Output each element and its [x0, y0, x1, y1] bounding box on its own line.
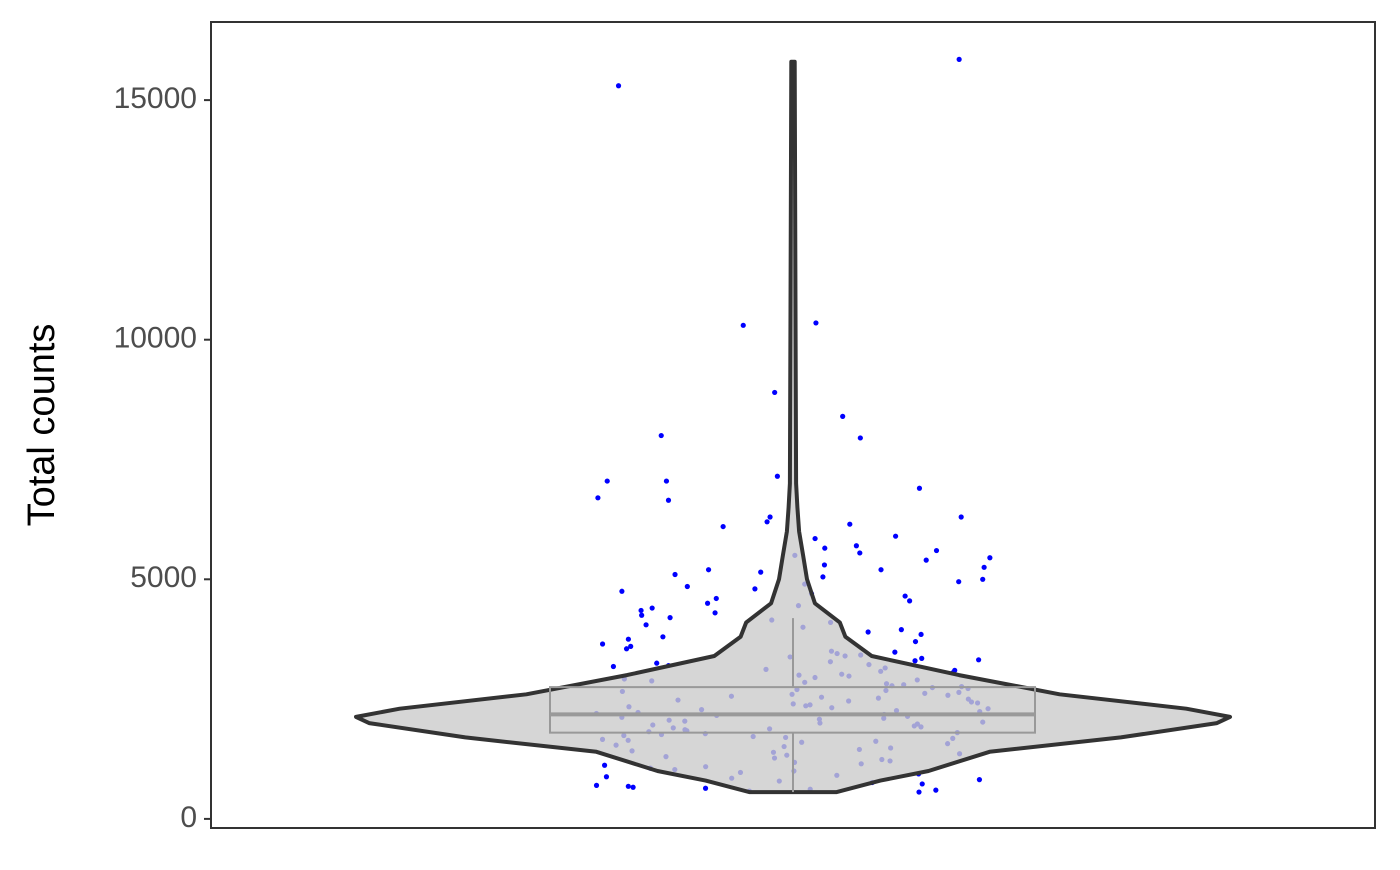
y-tick-label: 0 [180, 801, 197, 834]
point [767, 514, 773, 520]
point [660, 634, 666, 640]
point [987, 555, 993, 561]
point [752, 586, 758, 592]
point [772, 389, 778, 396]
point [892, 649, 898, 655]
point [654, 660, 660, 666]
point [625, 636, 631, 642]
point [603, 774, 610, 780]
point [643, 622, 649, 628]
point [919, 655, 925, 661]
point [976, 657, 982, 663]
point [898, 627, 904, 633]
point [649, 605, 655, 611]
point [958, 514, 964, 520]
point [821, 562, 828, 568]
point [918, 631, 924, 638]
point [601, 762, 608, 768]
point [847, 521, 853, 527]
point [812, 535, 818, 542]
point [667, 615, 673, 621]
point [981, 564, 987, 570]
point [919, 781, 925, 787]
point [604, 478, 610, 484]
point [956, 579, 962, 585]
point [820, 574, 826, 580]
point [892, 533, 899, 539]
point [665, 497, 672, 503]
point [625, 783, 631, 789]
point [976, 777, 983, 783]
y-axis-label: Total counts [21, 324, 63, 527]
point [865, 629, 871, 635]
point [923, 557, 929, 563]
point [902, 593, 908, 599]
violin [354, 59, 1232, 795]
point [712, 610, 718, 616]
y-tick-label: 5000 [130, 561, 197, 594]
point [720, 523, 726, 530]
point [705, 567, 712, 573]
point [878, 567, 884, 573]
point [599, 641, 606, 647]
point [764, 519, 770, 525]
point [610, 663, 617, 670]
point [933, 547, 940, 554]
point [638, 607, 644, 614]
point [623, 646, 630, 652]
point [658, 432, 664, 439]
point [916, 485, 923, 491]
point [663, 478, 670, 484]
point [593, 782, 600, 788]
point [857, 550, 863, 556]
box [549, 686, 1036, 734]
point [628, 643, 634, 649]
point [704, 600, 711, 606]
point [853, 543, 859, 549]
point [672, 571, 678, 578]
point [916, 789, 922, 795]
point [684, 583, 690, 590]
point [702, 785, 709, 791]
point [619, 588, 625, 594]
point [813, 320, 819, 326]
point [615, 83, 622, 89]
point [857, 435, 863, 441]
y-tick-label: 15000 [114, 82, 197, 115]
point [740, 322, 746, 328]
point [822, 545, 828, 551]
point [956, 56, 962, 62]
point [912, 658, 918, 664]
point [713, 595, 719, 602]
point [907, 598, 913, 604]
point [630, 784, 636, 790]
point [912, 638, 919, 645]
panel-border [210, 21, 1376, 829]
y-tick-label: 10000 [114, 322, 197, 355]
point [933, 787, 939, 793]
point [595, 495, 601, 501]
point [774, 473, 780, 479]
point [758, 569, 764, 575]
point [840, 413, 846, 419]
point [639, 612, 645, 618]
point [980, 576, 986, 582]
